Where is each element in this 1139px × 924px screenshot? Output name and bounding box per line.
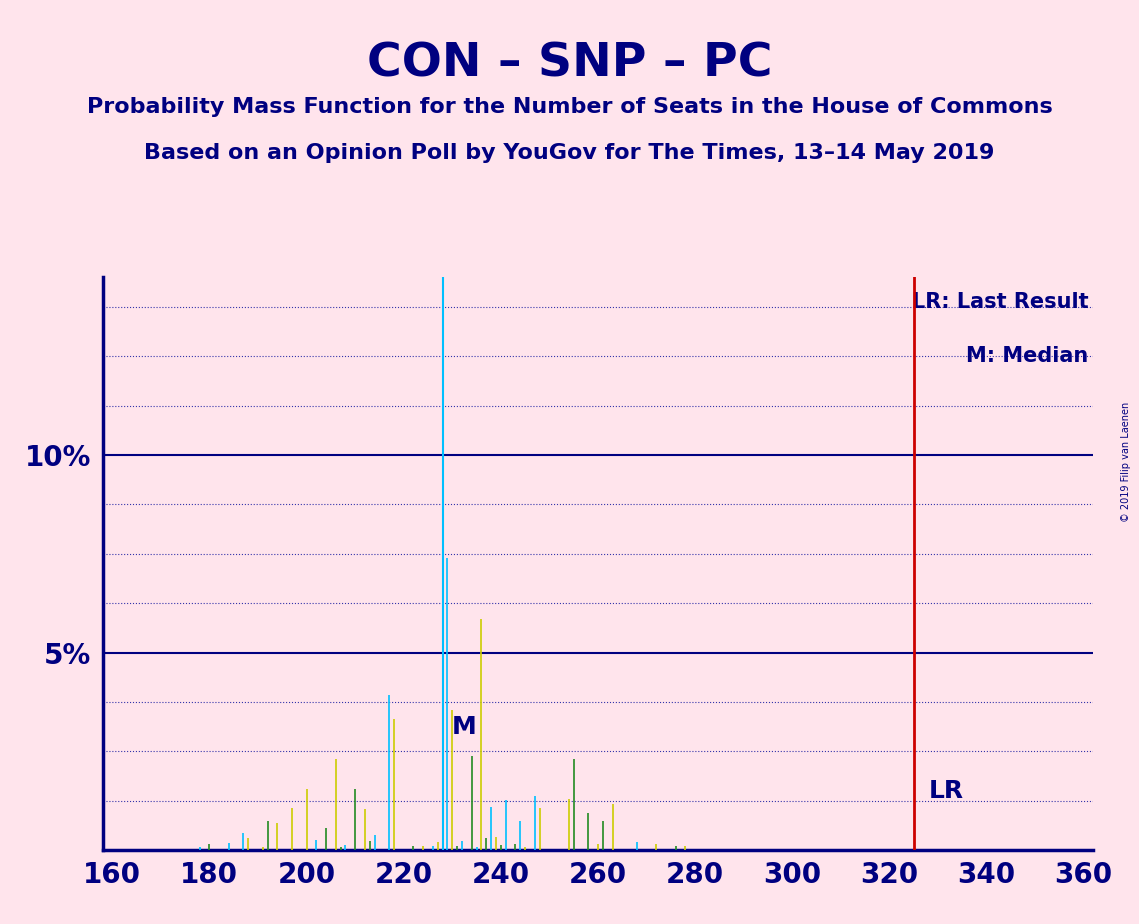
Text: M: M (452, 715, 477, 739)
Text: Based on an Opinion Poll by YouGov for The Times, 13–14 May 2019: Based on an Opinion Poll by YouGov for T… (145, 143, 994, 164)
Text: M: Median: M: Median (966, 346, 1089, 366)
Text: Probability Mass Function for the Number of Seats in the House of Commons: Probability Mass Function for the Number… (87, 97, 1052, 117)
Text: LR: LR (928, 779, 964, 803)
Text: CON – SNP – PC: CON – SNP – PC (367, 42, 772, 87)
Text: © 2019 Filip van Laenen: © 2019 Filip van Laenen (1121, 402, 1131, 522)
Text: LR: Last Result: LR: Last Result (912, 292, 1089, 311)
